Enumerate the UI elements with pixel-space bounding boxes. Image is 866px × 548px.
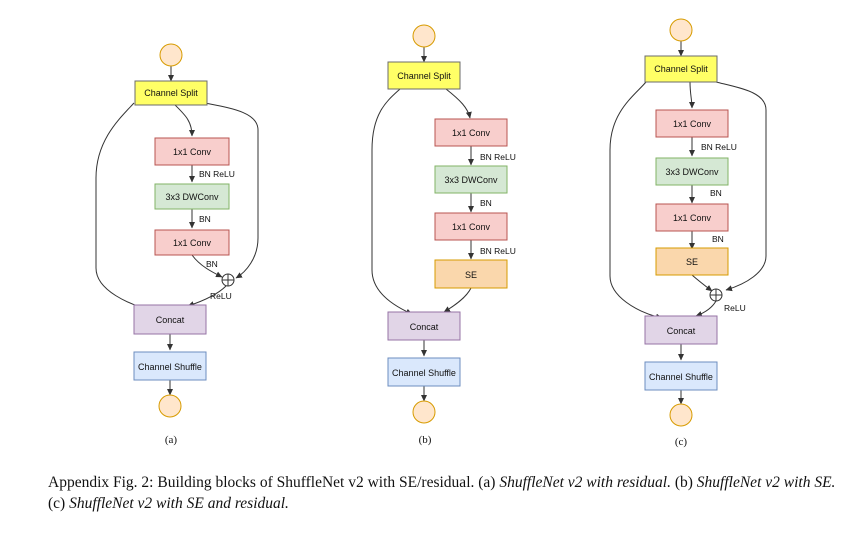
dwconv-box-c [655,157,729,186]
bn-relu-label-b2: BN ReLU [480,246,516,256]
conv1x1-box-a1 [154,137,230,166]
bn-relu-label-b1: BN ReLU [480,152,516,162]
edge-split-to-conv1-c [688,81,695,109]
edge-se-to-concat-b [443,287,472,313]
subfigure-label-a: (a) [165,434,178,446]
dwconv-box-b [434,165,508,194]
conv1x1-box-b2 [434,212,508,241]
bn-label-c1: BN [710,188,722,198]
conv1x1-box-c1 [655,109,729,138]
add-symbol-c [710,289,722,301]
channel-split-box-c [644,55,718,83]
conv1x1-label-a1: 1x1 Conv [173,147,212,157]
bn-relu-label-a1: BN ReLU [199,169,235,179]
dwconv-box-a [154,183,230,210]
subfigure-b: Channel Split 1x1 Conv BN ReLU 3x3 DWCon… [371,24,516,446]
se-label-c: SE [686,257,698,267]
channel-shuffle-box-b [387,357,461,387]
output-node-b [412,400,436,424]
diagram-canvas: Channel Split 1x1 Conv BN ReLU 3x3 DWCon… [95,18,767,448]
channel-shuffle-box-c [644,361,718,391]
figure-caption: Appendix Fig. 2: Building blocks of Shuf… [48,472,848,514]
edge-residual-a [204,102,259,279]
edge-split-to-concat-b [371,88,413,315]
subfigure-label-c: (c) [675,436,688,448]
dwconv-label-c: 3x3 DWConv [665,167,719,177]
concat-box-a [133,304,207,335]
relu-label-c: ReLU [724,303,746,313]
conv1x1-box-a2 [154,229,230,256]
concat-label-c: Concat [667,326,696,336]
concat-box-c [644,315,718,345]
bn-label-b1: BN [480,198,492,208]
bn-relu-label-c1: BN ReLU [701,142,737,152]
subfigure-c: Channel Split 1x1 Conv BN ReLU 3x3 DWCon… [609,18,767,448]
conv1x1-label-b2: 1x1 Conv [452,222,491,232]
input-node-b [412,24,436,48]
edge-split-to-conv1-b [445,88,472,119]
edge-conv2-to-add-a [191,254,223,278]
se-box-b [434,259,508,289]
relu-label-a: ReLU [210,291,232,301]
bn-label-a2: BN [206,259,218,269]
conv1x1-box-b1 [434,118,508,147]
output-node-a [158,394,182,418]
caption-title-c: ShuffleNet v2 with SE and residual. [69,495,289,512]
channel-split-box-b [387,61,461,90]
input-node-c [669,18,693,42]
conv1x1-box-c2 [655,203,729,232]
channel-split-label-c: Channel Split [654,64,708,74]
caption-sep-b: (b) [670,474,697,491]
add-symbol-a [222,274,234,286]
concat-label-b: Concat [410,322,439,332]
channel-split-label-a: Channel Split [144,88,198,98]
caption-prefix: Appendix Fig. 2: Building blocks of Shuf… [48,474,500,491]
edge-add-to-concat-c [695,300,717,317]
edge-se-to-add-c [691,274,713,292]
bn-label-a1: BN [199,214,211,224]
conv1x1-label-a2: 1x1 Conv [173,238,212,248]
channel-split-label-b: Channel Split [397,71,451,81]
channel-shuffle-box-a [133,351,207,381]
dwconv-label-b: 3x3 DWConv [444,175,498,185]
edge-residual-c [715,81,767,292]
se-box-c [655,247,729,276]
caption-sep-c: (c) [48,495,70,512]
conv1x1-label-c1: 1x1 Conv [673,119,712,129]
caption-title-b: ShuffleNet v2 with SE. [696,474,836,491]
dwconv-label-a: 3x3 DWConv [165,192,219,202]
channel-shuffle-label-b: Channel Shuffle [392,368,456,378]
input-node-a [159,43,183,67]
subfigure-a: Channel Split 1x1 Conv BN ReLU 3x3 DWCon… [95,43,259,446]
channel-shuffle-label-a: Channel Shuffle [138,362,202,372]
bn-label-c2: BN [712,234,724,244]
channel-shuffle-label-c: Channel Shuffle [649,372,713,382]
channel-split-box-a [134,80,208,106]
edge-split-to-conv1-a [171,101,195,137]
concat-label-a: Concat [156,315,185,325]
caption-title-a: ShuffleNet v2 with residual. [499,474,671,491]
output-node-c [669,403,693,427]
se-label-b: SE [465,270,477,280]
subfigure-label-b: (b) [419,434,432,446]
concat-box-b [387,311,461,341]
edge-split-to-concat-a [95,102,159,314]
edge-split-to-concat-c [609,81,663,320]
conv1x1-label-b1: 1x1 Conv [452,128,491,138]
conv1x1-label-c2: 1x1 Conv [673,213,712,223]
